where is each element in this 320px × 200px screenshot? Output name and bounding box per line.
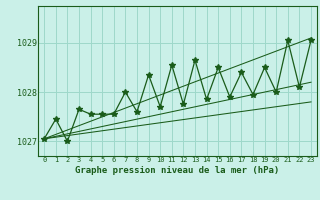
X-axis label: Graphe pression niveau de la mer (hPa): Graphe pression niveau de la mer (hPa) (76, 166, 280, 175)
